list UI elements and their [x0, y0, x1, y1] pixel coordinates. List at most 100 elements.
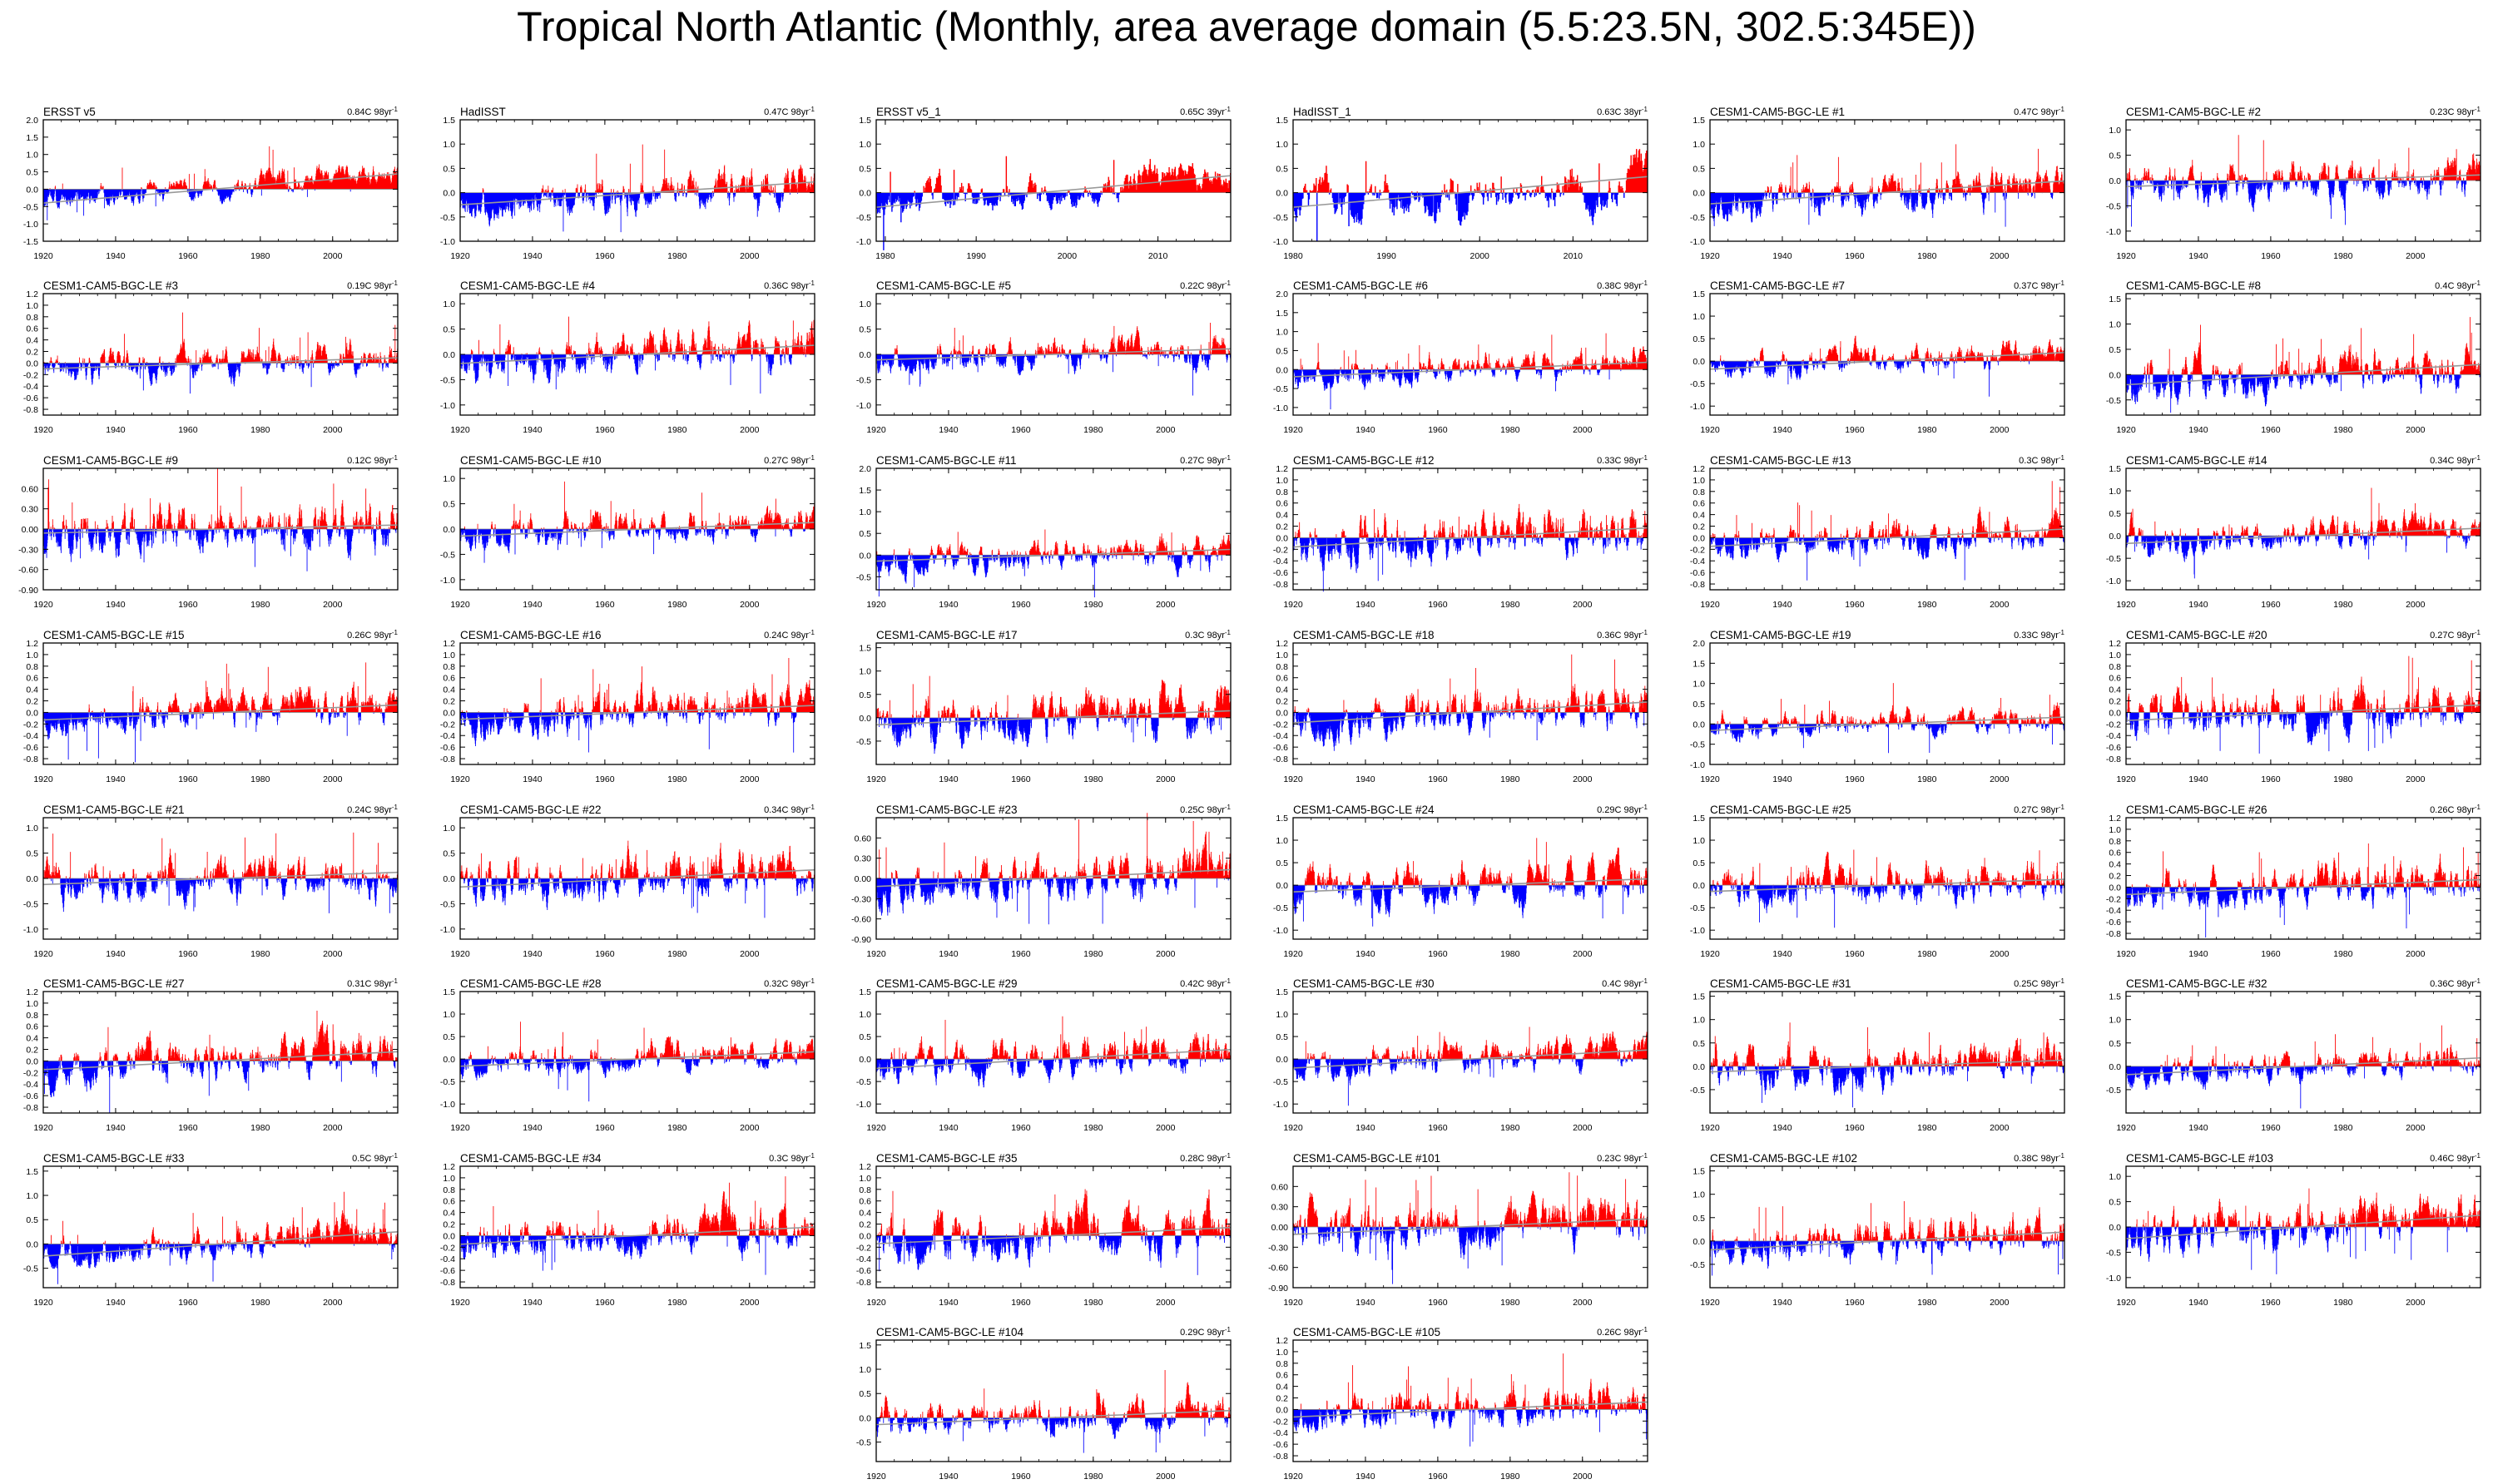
x-tick-label: 1940	[523, 251, 543, 261]
y-tick-label: 1.2	[26, 987, 38, 997]
y-tick-label: -1.5	[23, 237, 38, 247]
negative-bars	[876, 717, 1222, 754]
positive-bars	[1300, 1353, 1648, 1410]
y-tick-label: 0.5	[443, 325, 455, 335]
positive-bars	[876, 675, 1232, 718]
positive-bars	[879, 813, 1232, 878]
trend-label: 0.36C 98yr-1	[2430, 977, 2481, 989]
trend-line	[875, 348, 1232, 361]
x-tick-label: 2000	[1990, 600, 2010, 610]
negative-bars	[876, 1059, 1224, 1088]
plot-frame	[1709, 817, 2065, 940]
y-tick-label: -0.4	[440, 731, 455, 741]
plot-frame	[1709, 1165, 2065, 1289]
x-tick-label: 2000	[1573, 600, 1593, 610]
trend-label: 0.29C 98yr-1	[1180, 1326, 1231, 1338]
y-tick-label: 0.2	[2109, 872, 2121, 882]
y-tick-label: -0.8	[23, 754, 38, 764]
x-tick-label: 1960	[178, 600, 198, 610]
trend-label: 0.19C 98yr-1	[347, 279, 398, 291]
x-tick-label: 1960	[595, 774, 615, 784]
chart-panel: CESM1-CAM5-BGC-LE #14 0.34C 98yr-1 -1.0 -0.…	[2106, 454, 2481, 610]
y-tick-label: 0.5	[2109, 151, 2121, 161]
y-tick-label: 0.2	[1276, 1394, 1288, 1404]
y-tick-label: -1.0	[856, 237, 871, 247]
x-tick-label: 1940	[939, 425, 959, 435]
y-tick-label: 2.0	[26, 116, 38, 126]
y-tick-label: 0.5	[443, 1032, 455, 1042]
y-tick-label: -0.5	[2106, 201, 2121, 211]
panel-title: CESM1-CAM5-BGC-LE #20	[2126, 629, 2267, 641]
x-tick-label: 1920	[1700, 600, 1720, 610]
chart-panel: CESM1-CAM5-BGC-LE #35 0.28C 98yr-1 -0.8 -0.…	[856, 1152, 1232, 1308]
x-tick-label: 1980	[1500, 1472, 1520, 1482]
trend-line	[1292, 1049, 1648, 1069]
x-tick-label: 1960	[595, 251, 615, 261]
y-tick-label: 0.0	[2109, 1223, 2121, 1233]
x-tick-label: 1960	[1011, 1298, 1031, 1308]
positive-bars	[1304, 838, 1648, 886]
y-tick-label: 1.0	[1276, 140, 1288, 150]
positive-bars	[462, 657, 815, 713]
trend-label: 0.65C 39yr-1	[1180, 106, 1231, 117]
plot-frame	[2125, 293, 2481, 416]
chart-panel: CESM1-CAM5-BGC-LE #104 0.29C 98yr-1 -0.5 0.…	[856, 1326, 1232, 1482]
y-tick-label: 0.4	[1693, 511, 1705, 521]
y-tick-label: 1.0	[1693, 680, 1705, 690]
negative-bars	[460, 712, 815, 753]
chart-panel: CESM1-CAM5-BGC-LE #6 0.38C 98yr-1 -1.0 -0.5…	[1273, 279, 1648, 435]
x-tick-label: 1920	[866, 1123, 886, 1133]
y-tick-label: -0.5	[1273, 903, 1288, 913]
y-tick-label: 1.0	[2109, 1172, 2121, 1182]
trend-label: 0.27C 98yr-1	[1180, 454, 1231, 466]
y-tick-label: 0.5	[2109, 345, 2121, 355]
x-tick-label: 1980	[1283, 251, 1303, 261]
trend-line	[2125, 174, 2481, 188]
trend-line	[459, 181, 815, 205]
x-tick-label: 1980	[2333, 1298, 2353, 1308]
trend-line	[459, 705, 815, 720]
trend-line	[1292, 527, 1648, 548]
x-tick-label: 1980	[1083, 1472, 1103, 1482]
x-tick-label: 1940	[523, 949, 543, 959]
y-tick-label: 1.2	[26, 639, 38, 649]
trend-label: 0.24C 98yr-1	[347, 804, 398, 815]
x-tick-label: 1960	[595, 1123, 615, 1133]
plot-frame	[459, 119, 815, 242]
y-tick-label: -0.2	[1273, 720, 1288, 730]
chart-panel: CESM1-CAM5-BGC-LE #25 0.27C 98yr-1 -1.0 -0.…	[1690, 804, 2065, 959]
negative-bars	[1293, 1059, 1633, 1106]
x-tick-label: 1940	[106, 251, 126, 261]
y-tick-label: 1.2	[1276, 464, 1288, 474]
y-tick-label: 0.4	[2109, 685, 2121, 695]
trend-label: 0.23C 98yr-1	[1597, 1152, 1648, 1164]
x-tick-label: 2000	[1573, 1123, 1593, 1133]
trend-line	[42, 871, 399, 886]
y-tick-label: 1.0	[1276, 650, 1288, 660]
y-tick-label: -0.5	[440, 213, 455, 223]
negative-bars	[43, 1244, 395, 1284]
y-tick-label: -1.0	[1273, 926, 1288, 936]
x-tick-label: 1980	[1083, 1123, 1103, 1133]
panel-title: CESM1-CAM5-BGC-LE #9	[43, 454, 178, 467]
trend-line	[2125, 704, 2481, 721]
x-tick-label: 1920	[2116, 949, 2136, 959]
x-tick-label: 2000	[1573, 1472, 1593, 1482]
x-tick-label: 1960	[2261, 425, 2281, 435]
y-tick-label: 0.6	[26, 674, 38, 684]
negative-bars	[1710, 1240, 2064, 1276]
y-tick-label: -0.5	[440, 1077, 455, 1087]
y-tick-label: -0.6	[2106, 743, 2121, 753]
panel-title: CESM1-CAM5-BGC-LE #21	[43, 804, 185, 816]
y-tick-label: 0.6	[2109, 848, 2121, 858]
chart-panel: CESM1-CAM5-BGC-LE #3 0.19C 98yr-1 -0.8 -0.6…	[23, 279, 399, 435]
x-tick-label: 2000	[1990, 251, 2010, 261]
x-tick-label: 1980	[667, 1298, 687, 1308]
x-tick-label: 1920	[866, 600, 886, 610]
y-tick-label: -1.0	[23, 925, 38, 935]
x-tick-label: 1960	[1428, 1123, 1448, 1133]
trend-label: 0.27C 98yr-1	[764, 454, 815, 466]
y-tick-label: -0.2	[440, 1243, 455, 1253]
trend-line	[1292, 1218, 1648, 1235]
trend-line	[459, 1051, 815, 1067]
